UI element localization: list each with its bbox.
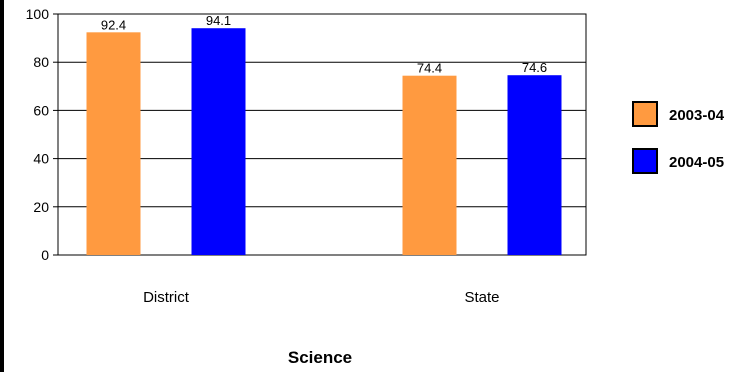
- category-label-state: State: [464, 289, 499, 306]
- data-labels: 92.4 94.1 74.4 74.6: [101, 13, 547, 75]
- y-tick-label: 40: [33, 151, 49, 167]
- data-label: 74.6: [522, 60, 547, 75]
- category-label-district: District: [143, 289, 190, 306]
- frame-left-border: [0, 0, 4, 372]
- y-tick-label: 60: [33, 102, 49, 118]
- y-tick-label: 80: [33, 54, 49, 70]
- y-tick-label: 20: [33, 199, 49, 215]
- bar-district-2004-05: [191, 28, 246, 256]
- bar-state-2003-04: [402, 75, 457, 255]
- legend-label: 2003-04: [669, 107, 725, 124]
- y-tick-label: 0: [41, 247, 49, 263]
- bar-district-2003-04: [86, 32, 141, 255]
- chart-title: Science: [288, 348, 352, 367]
- bars: [86, 28, 562, 256]
- data-label: 74.4: [417, 61, 442, 76]
- legend: 2003-04 2004-05: [632, 101, 725, 174]
- plot-area: [57, 13, 587, 256]
- legend-swatch-2003-04: [632, 101, 658, 127]
- legend-label: 2004-05: [669, 154, 724, 171]
- data-label: 92.4: [101, 17, 126, 32]
- y-tick-label: 100: [26, 6, 50, 22]
- bar-state-2004-05: [507, 75, 562, 256]
- y-axis-ticks: 0 20 40 60 80 100: [26, 6, 58, 263]
- data-label: 94.1: [206, 13, 231, 28]
- legend-swatch-2004-05: [632, 148, 658, 174]
- gridlines: [58, 61, 586, 208]
- x-axis-categories: District State: [143, 289, 499, 306]
